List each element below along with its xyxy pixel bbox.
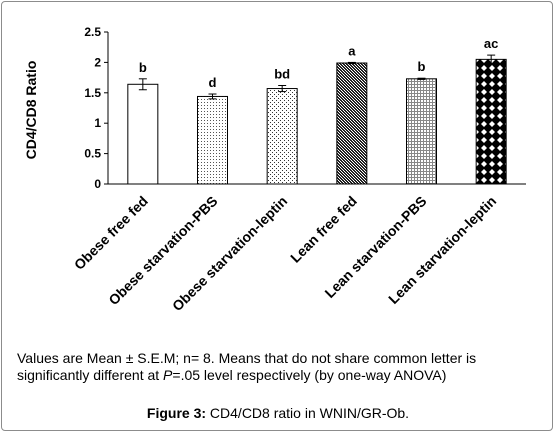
bar xyxy=(406,78,437,185)
p-symbol: P xyxy=(163,367,173,383)
significance-label: ac xyxy=(484,36,498,51)
bar xyxy=(197,95,228,185)
category-label: Obese starvation-leptin xyxy=(169,193,290,314)
y-tick-label: 0.5 xyxy=(84,147,101,161)
note-line-2-start: significantly different at xyxy=(17,367,164,383)
bar xyxy=(127,83,159,185)
y-tick-label: 1 xyxy=(94,116,101,130)
figure-caption-text: CD4/CD8 ratio in WNIN/GR-Ob. xyxy=(206,405,410,421)
significance-label: bd xyxy=(274,67,290,82)
note-line-2-end: =.05 level respectively (by one-way ANOV… xyxy=(172,367,447,383)
y-axis-label: CD4/CD8 Ratio xyxy=(23,61,39,160)
category-label: Obese free fed xyxy=(71,193,151,273)
y-tick-label: 1.5 xyxy=(84,86,101,100)
y-tick-label: 2 xyxy=(94,55,101,69)
figure-label: Figure 3: xyxy=(146,405,207,421)
y-axis: 0 0.5 1 1.5 2 2.5 xyxy=(84,25,108,191)
significance-label: a xyxy=(348,43,356,58)
figure-caption: Figure 3: CD4/CD8 ratio in WNIN/GR-Ob. xyxy=(0,405,556,421)
significance-label: b xyxy=(418,59,426,74)
bar xyxy=(266,88,298,185)
y-tick-label: 2.5 xyxy=(84,25,101,39)
significance-label: d xyxy=(209,75,217,90)
statistics-note: Values are Mean ± S.E.M; n= 8. Means tha… xyxy=(17,350,541,384)
bar xyxy=(475,58,507,185)
significance-label: b xyxy=(139,60,147,75)
category-label: Lean free fed xyxy=(287,193,360,266)
bar xyxy=(336,62,368,185)
note-line-1: Values are Mean ± S.E.M; n= 8. Means tha… xyxy=(17,350,477,366)
y-tick-label: 0 xyxy=(94,177,101,191)
